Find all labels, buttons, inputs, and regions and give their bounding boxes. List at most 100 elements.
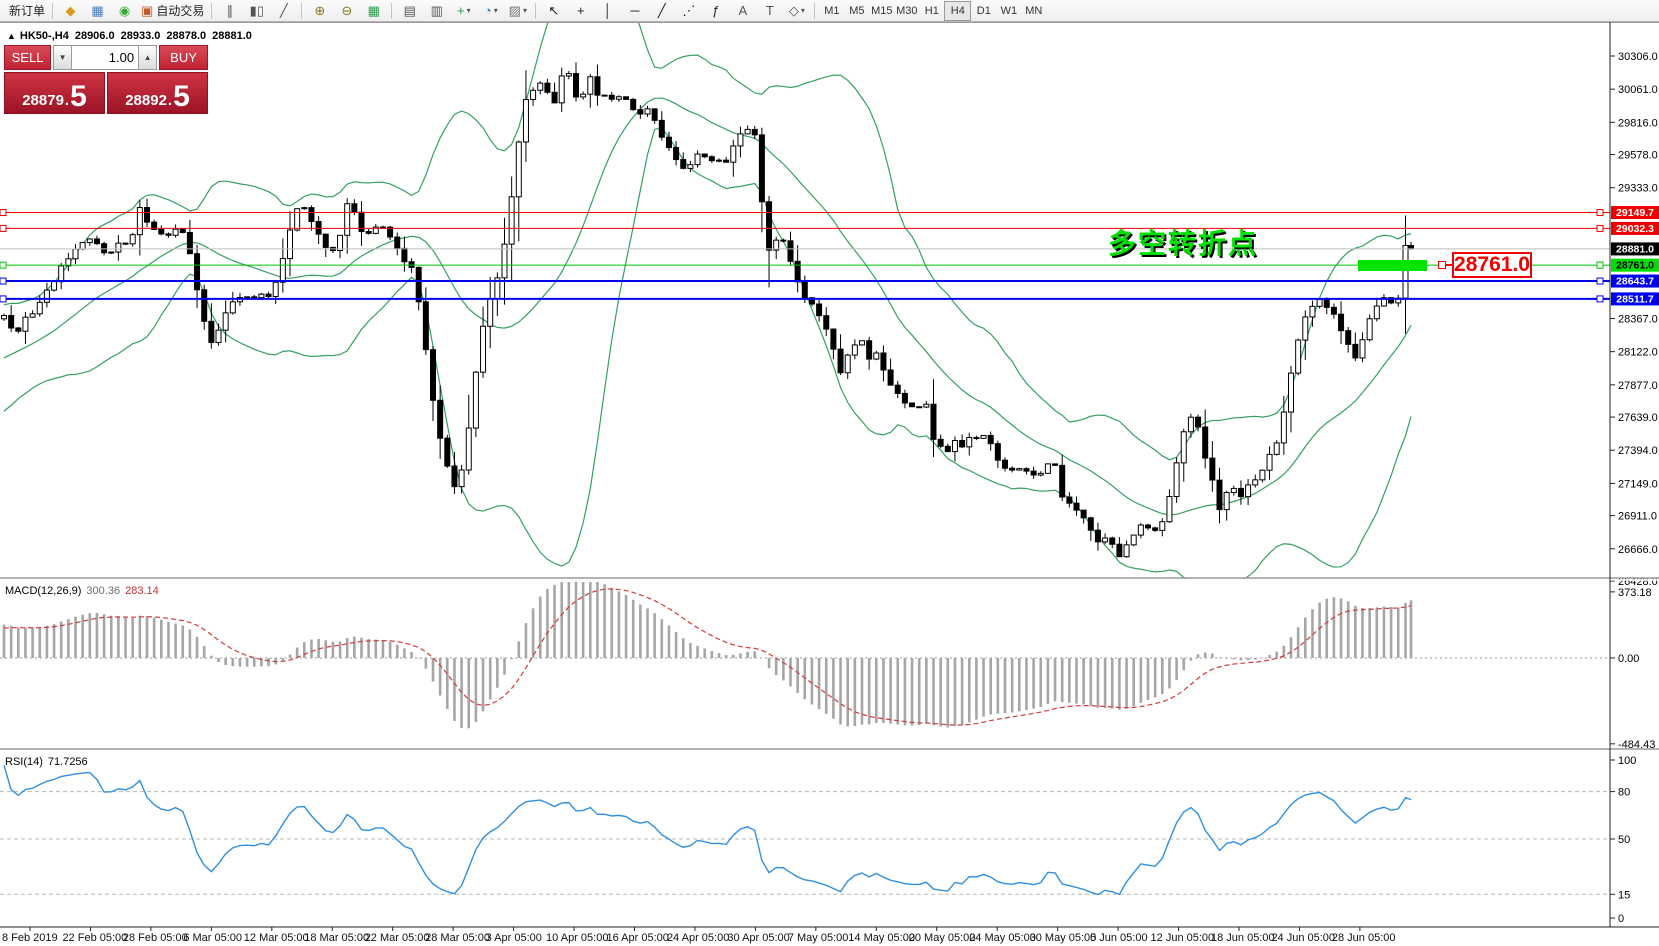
timeframe-M30[interactable]: M30 <box>896 4 918 17</box>
bollinger-bands <box>3 22 1412 579</box>
time-axis-label: 16 Apr 05:00 <box>607 932 669 944</box>
templates-icon: + <box>457 3 465 18</box>
annotation-price-label[interactable]: 28761.0 <box>1438 252 1532 278</box>
horizontal-lines: 29149.7 29032.3 28881.0 28761.0 28643.7 28511… <box>0 206 1659 306</box>
collapse-icon[interactable]: ▲ <box>7 31 16 41</box>
crosshair-icon[interactable]: + <box>567 0 594 21</box>
ohlc-open: 28906.0 <box>74 30 115 42</box>
market-watch-icon[interactable]: ▦ <box>84 0 111 21</box>
time-axis-label: 12 Jun 05:00 <box>1151 932 1215 944</box>
macd-indicator-label: MACD(12,26,9) 300.36 283.14 <box>5 585 159 597</box>
sell-price[interactable]: 28879 . 5 <box>4 72 105 114</box>
svg-text:28367.0: 28367.0 <box>1618 314 1658 326</box>
dropdown-arrow-icon: ▾ <box>800 6 805 15</box>
symbol-period: HK50-,H4 <box>19 30 69 42</box>
chart-svg[interactable]: 29149.7 29032.3 28881.0 28761.0 28643.7 28511… <box>0 22 1659 946</box>
svg-text:28511.7: 28511.7 <box>1616 293 1654 305</box>
rsi-line <box>3 765 1412 896</box>
timeframe-M1[interactable]: M1 <box>824 4 840 17</box>
timeframe-H1[interactable]: H1 <box>924 4 939 17</box>
new-order-button[interactable]: 新订单 <box>9 4 46 18</box>
time-axis-label: 28 Feb 05:00 <box>123 932 188 944</box>
bar-chart-mode-icon: ∥ <box>226 3 234 18</box>
horizontal-line-icon[interactable]: ─ <box>621 0 648 21</box>
fibonacci-icon[interactable]: ƒ <box>702 0 729 21</box>
svg-text:29333.0: 29333.0 <box>1618 183 1658 195</box>
time-axis-label: 12 Mar 05:00 <box>244 932 309 944</box>
timeframe-D1[interactable]: D1 <box>976 4 991 17</box>
toolbar: 新订单 ◆ ▦ ◉ ▣ 自动交易 ∥ ▮▯ ╱ ⊕ ⊖ ▦ ▤ ▥ + ▾ ◔ ▾ ▨ ▾ ↖ + │ ─ ╱ ⋰ ƒ A T ◇ ▾ M1 M… <box>0 0 1659 22</box>
volume-down-button[interactable]: ▼ <box>53 45 73 70</box>
svg-text:27149.0: 27149.0 <box>1618 478 1658 490</box>
time-axis-label: 8 Feb 2019 <box>2 932 58 944</box>
volume-up-button[interactable]: ▲ <box>138 45 158 70</box>
equidistant-channel-icon[interactable]: ⋰ <box>675 0 702 21</box>
price-axis[interactable]: 30306.0 30061.0 29816.0 29578.0 29333.0 28367… <box>1610 51 1658 588</box>
price-tag-29149.7 <box>1611 206 1659 220</box>
buy-price[interactable]: 28892 . 5 <box>107 72 208 114</box>
chart-ohlc-header: ▲ HK50-,H4 28906.0 28933.0 28878.0 28881.0 <box>7 30 252 42</box>
candles <box>1 62 1414 558</box>
svg-text:28761.0: 28761.0 <box>1616 260 1654 272</box>
time-axis-label: 6 Mar 05:00 <box>183 932 242 944</box>
text-label-icon: T <box>765 3 774 18</box>
indicators-icon: ▨ <box>508 3 521 18</box>
text-icon[interactable]: A <box>729 0 756 21</box>
time-axis-label: 30 Apr 05:00 <box>727 932 789 944</box>
volume-input[interactable] <box>72 45 139 70</box>
signals-icon[interactable]: ◉ <box>111 0 138 21</box>
modify-order-icon[interactable]: ◆ <box>57 0 84 21</box>
zoom-out-icon[interactable]: ⊖ <box>333 0 360 21</box>
auto-arrange-icon[interactable]: ▤ <box>396 0 423 21</box>
timeframe-MN[interactable]: MN <box>1025 4 1043 17</box>
toolbar-separator <box>814 2 816 19</box>
svg-text:373.18: 373.18 <box>1618 587 1652 599</box>
tile-windows-icon[interactable]: ▦ <box>360 0 387 21</box>
macd-signal-line <box>3 588 1412 726</box>
annotation-highlight-rect[interactable] <box>1358 260 1427 271</box>
indicators-icon[interactable]: ▨ ▾ <box>504 0 531 21</box>
cursor-icon[interactable]: ↖ <box>540 0 567 21</box>
arrows-icon[interactable]: ◇ ▾ <box>783 0 810 21</box>
price-tag-28643.7 <box>1611 274 1659 288</box>
auto-trading-button[interactable]: ▣ 自动交易 <box>141 3 205 18</box>
buy-button[interactable]: BUY <box>159 45 208 70</box>
auto-trading-button: ▣ <box>141 3 154 18</box>
svg-text:50: 50 <box>1618 834 1630 846</box>
buy-price-fraction: 5 <box>173 80 190 113</box>
signals-icon: ◉ <box>118 3 131 18</box>
line-chart-mode-icon[interactable]: ╱ <box>270 0 297 21</box>
sell-button[interactable]: SELL <box>4 45 52 70</box>
templates-icon[interactable]: + ▾ <box>450 0 477 21</box>
timeframe-M5[interactable]: M5 <box>849 4 865 17</box>
line-chart-mode-icon: ╱ <box>279 3 288 18</box>
toolbar-separator <box>535 2 537 19</box>
vertical-line-icon[interactable]: │ <box>594 0 621 21</box>
volume-stepper: ▼ ▲ <box>53 45 158 70</box>
svg-text:29149.7: 29149.7 <box>1616 207 1654 219</box>
time-axis-label: 22 Feb 05:00 <box>62 932 127 944</box>
horizontal-line-icon: ─ <box>630 3 640 18</box>
track-chart-icon: ▥ <box>430 3 443 18</box>
periods-icon[interactable]: ◔ ▾ <box>477 0 504 21</box>
auto-arrange-icon: ▤ <box>403 3 416 18</box>
svg-text:26428.0: 26428.0 <box>1618 576 1658 588</box>
svg-text:29032.3: 29032.3 <box>1616 223 1654 235</box>
timeframe-H4[interactable]: H4 <box>944 0 972 21</box>
svg-text:30306.0: 30306.0 <box>1618 51 1658 63</box>
trendline-icon[interactable]: ╱ <box>648 0 675 21</box>
zoom-in-icon[interactable]: ⊕ <box>306 0 333 21</box>
tile-windows-icon: ▦ <box>367 3 380 18</box>
track-chart-icon[interactable]: ▥ <box>423 0 450 21</box>
timeframe-W1[interactable]: W1 <box>1000 4 1018 17</box>
candlestick-mode-icon[interactable]: ▮▯ <box>243 0 270 21</box>
time-axis-label: 24 May 05:00 <box>969 932 1036 944</box>
time-axis-label: 5 Jun 05:00 <box>1090 932 1148 944</box>
annotation-text: 多空转折点 <box>1108 228 1259 259</box>
vertical-line-icon: │ <box>603 3 612 18</box>
text-label-icon[interactable]: T <box>756 0 783 21</box>
timeframe-M15[interactable]: M15 <box>871 4 893 17</box>
svg-text:30061.0: 30061.0 <box>1618 84 1658 96</box>
bar-chart-mode-icon[interactable]: ∥ <box>216 0 243 21</box>
